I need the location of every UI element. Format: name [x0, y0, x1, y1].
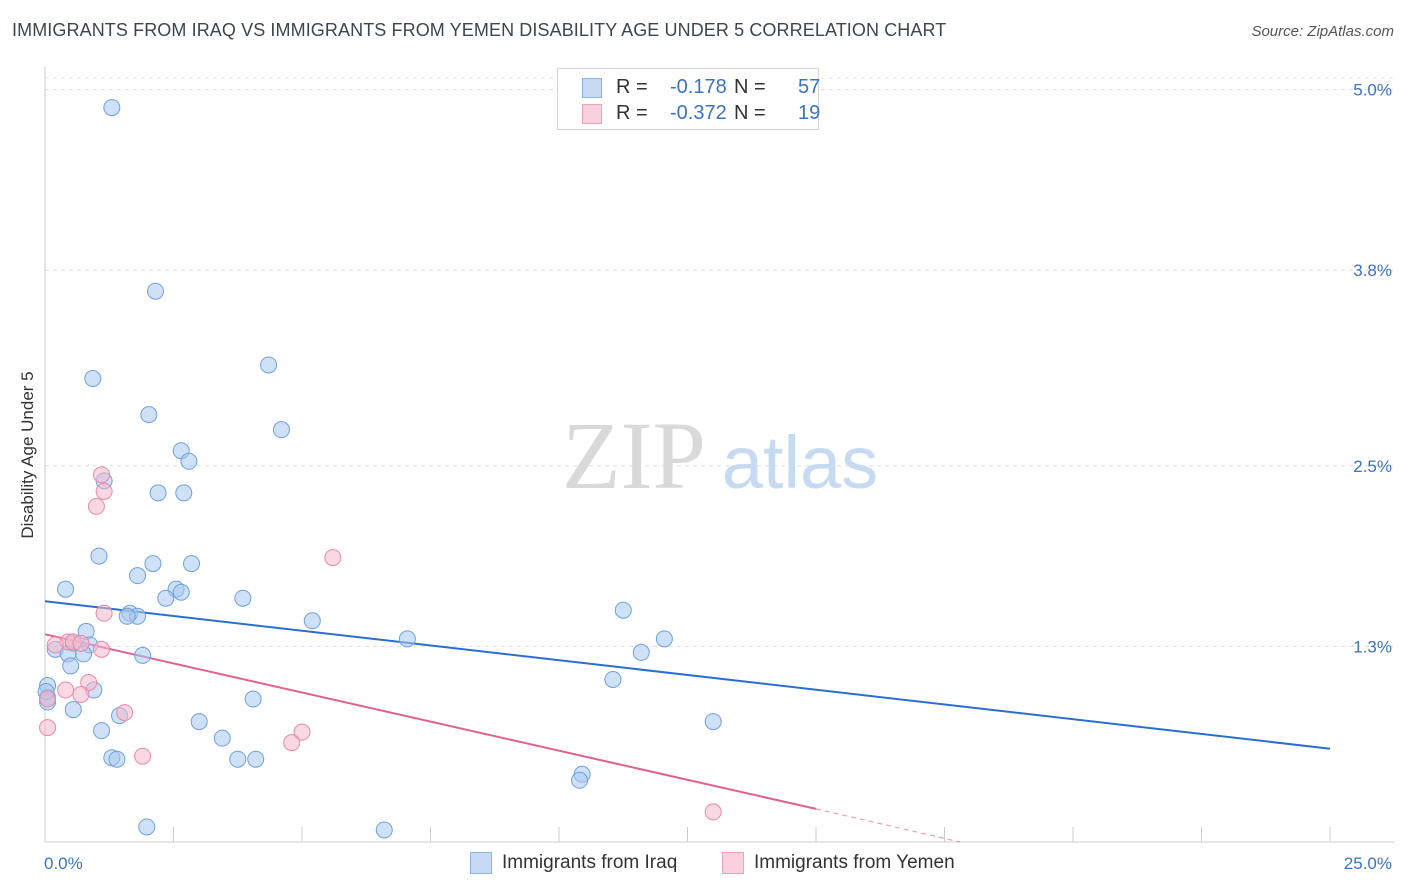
grid-layer	[45, 77, 1395, 647]
iraq-point	[655, 630, 673, 648]
watermark: ZIP atlas	[562, 402, 878, 509]
iraq-point	[90, 547, 108, 565]
yemen-point	[39, 690, 57, 708]
bottom-legend-label-iraq: Immigrants from Iraq	[502, 852, 678, 873]
yemen-point	[72, 686, 90, 704]
iraq-point	[175, 484, 193, 502]
iraq-point	[260, 356, 278, 374]
iraq-point	[108, 750, 126, 768]
yemen-point	[283, 734, 301, 752]
iraq-point	[632, 643, 650, 661]
iraq-point	[398, 630, 416, 648]
iraq-point	[247, 750, 265, 768]
legend-swatch-iraq	[582, 78, 602, 98]
iraq-point	[103, 99, 121, 117]
yemen-point	[39, 719, 57, 737]
iraq-point	[182, 555, 200, 573]
iraq-point	[93, 722, 111, 740]
iraq-point	[704, 713, 722, 731]
legend-n-label: N =	[734, 102, 766, 124]
y-tick-label: 3.8%	[1353, 261, 1392, 280]
iraq-point	[614, 601, 632, 619]
iraq-point	[129, 567, 147, 585]
iraq-point	[118, 607, 136, 625]
iraq-point	[57, 580, 75, 598]
iraq-point	[234, 589, 252, 607]
yemen-point	[57, 681, 75, 699]
iraq-point	[244, 690, 262, 708]
iraq-point	[604, 670, 622, 688]
iraq-point	[172, 583, 190, 601]
trend-line-extension	[815, 808, 961, 843]
yemen-point	[87, 497, 105, 515]
watermark-atlas: atlas	[722, 421, 878, 504]
axis-layer	[44, 67, 1395, 843]
x-tick-label: 0.0%	[44, 854, 83, 873]
yemen-point	[95, 604, 113, 622]
iraq-point	[180, 452, 198, 470]
y-axis-label: Disability Age Under 5	[18, 371, 37, 539]
yemen-point	[46, 636, 64, 654]
iraq-point	[84, 370, 102, 388]
iraq-point	[134, 646, 152, 664]
yemen-point	[93, 640, 111, 658]
trend-layer	[44, 600, 1331, 843]
iraq-point	[571, 771, 589, 789]
iraq-point	[190, 713, 208, 731]
yemen-point	[80, 673, 98, 691]
trend-line-yemen	[44, 633, 817, 810]
legend-n-label: N =	[734, 76, 766, 98]
bottom-legend-swatch-yemen	[722, 852, 744, 874]
bottom-legend-label-yemen: Immigrants from Yemen	[754, 852, 955, 873]
legend-swatch-yemen	[582, 104, 602, 124]
iraq-point	[144, 555, 162, 573]
iraq-point	[375, 821, 393, 839]
points-layer	[37, 99, 722, 839]
yemen-point	[93, 466, 111, 484]
yemen-point	[324, 549, 342, 567]
iraq-point	[140, 406, 158, 424]
y-tick-label: 1.3%	[1353, 637, 1392, 656]
chart-source: Source: ZipAtlas.com	[1251, 23, 1394, 40]
trend-line-iraq	[44, 600, 1331, 750]
yemen-point	[293, 723, 311, 741]
iraq-point	[64, 701, 82, 719]
iraq-point	[62, 657, 80, 675]
yemen-point	[704, 803, 722, 821]
tick-label-layer: 1.3% 2.5% 3.8% 5.0% 0.0% 25.0%	[44, 81, 1392, 873]
yemen-point	[95, 482, 113, 500]
iraq-point	[138, 818, 156, 836]
legend-n-value: 57	[798, 76, 821, 98]
y-tick-label: 2.5%	[1353, 457, 1392, 476]
legend-r-value: -0.178	[670, 76, 727, 98]
chart-title: IMMIGRANTS FROM IRAQ VS IMMIGRANTS FROM …	[12, 20, 947, 40]
yemen-point	[116, 704, 134, 722]
legend-r-value: -0.372	[670, 102, 727, 124]
x-tick-label: 25.0%	[1344, 854, 1392, 873]
iraq-point	[147, 282, 165, 300]
y-tick-label: 5.0%	[1353, 81, 1392, 100]
iraq-point	[213, 729, 231, 747]
iraq-point	[303, 612, 321, 630]
watermark-zip: ZIP	[562, 402, 706, 509]
iraq-point	[229, 750, 247, 768]
legend-r-label: R =	[616, 76, 648, 98]
yemen-point	[134, 747, 152, 765]
iraq-point	[157, 589, 175, 607]
bottom-legend-swatch-iraq	[470, 852, 492, 874]
correlation-legend: R = -0.178 N = 57 R = -0.372 N = 19	[557, 68, 821, 130]
legend-r-label: R =	[616, 102, 648, 124]
yemen-point	[72, 634, 90, 652]
iraq-point	[149, 484, 167, 502]
iraq-point	[272, 421, 290, 439]
legend-n-value: 19	[798, 102, 821, 124]
